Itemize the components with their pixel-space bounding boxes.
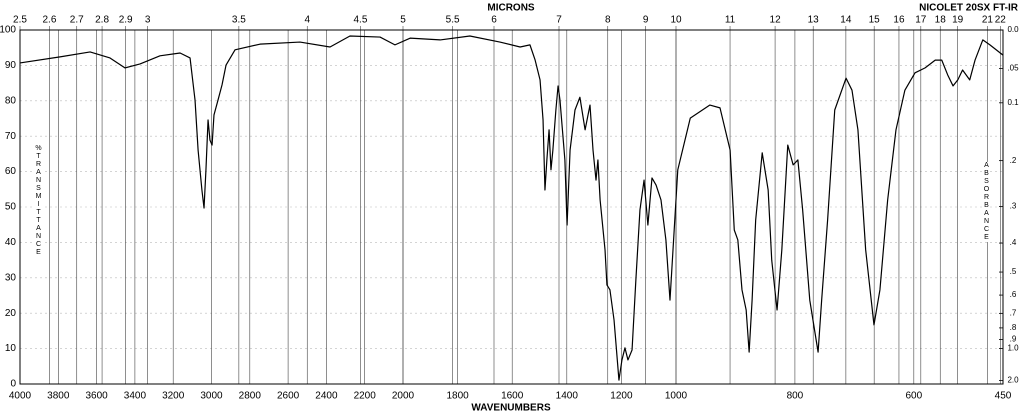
x2-tick-label: 5.5 (446, 15, 460, 26)
x-tick-label: 450 (995, 391, 1012, 402)
y2-tick-label: .05 (1007, 64, 1019, 73)
x-tick-label: 600 (905, 391, 922, 402)
x2-tick-label: 4.5 (353, 15, 367, 26)
x2-tick-label: 2.5 (13, 15, 27, 26)
y-tick-label: 30 (5, 272, 17, 283)
x-tick-label: 2200 (354, 391, 377, 402)
x2-tick-label: 17 (915, 15, 927, 26)
x2-tick-label: 16 (893, 15, 905, 26)
x2-tick-label: 18 (935, 15, 947, 26)
x2-tick-label: 2.8 (95, 15, 109, 26)
y-axis-title: %TRANSMITTANCE (35, 145, 42, 257)
y2-tick-label: 1.0 (1007, 344, 1019, 353)
x2-tick-label: 7 (556, 15, 562, 26)
x-tick-label: 1400 (556, 391, 579, 402)
x2-tick-label: 2.7 (70, 15, 84, 26)
x-tick-label: 1000 (665, 391, 688, 402)
y-tick-label: 60 (5, 166, 17, 177)
x-axis-title: WAVENUMBERS (471, 403, 551, 414)
x2-tick-label: 21 (982, 15, 994, 26)
x-tick-label: 3200 (162, 391, 185, 402)
y-tick-label: 0 (10, 379, 16, 390)
x2-tick-label: 22 (995, 15, 1007, 26)
x2-tick-label: 8 (605, 15, 611, 26)
x2-tick-label: 13 (808, 15, 820, 26)
y-tick-label: 90 (5, 60, 17, 71)
y-tick-label: 50 (5, 202, 17, 213)
x-tick-label: 2600 (277, 391, 300, 402)
x-tick-label: 3000 (200, 391, 223, 402)
x2-tick-label: 3 (145, 15, 151, 26)
y2-tick-label: .6 (1010, 290, 1017, 299)
y2-tick-label: .8 (1010, 323, 1017, 332)
x-tick-label: 1600 (501, 391, 524, 402)
x-tick-label: 3600 (85, 391, 108, 402)
x2-tick-label: 12 (770, 15, 782, 26)
x2-tick-label: 19 (952, 15, 964, 26)
y-tick-label: 70 (5, 131, 17, 142)
x2-tick-label: 6 (491, 15, 497, 26)
y2-tick-label: 0.1 (1007, 98, 1019, 107)
y2-tick-label: 2.0 (1007, 376, 1019, 385)
y2-tick-label: .3 (1010, 202, 1017, 211)
y-tick-label: 80 (5, 95, 17, 106)
x-tick-label: 3800 (47, 391, 70, 402)
x-tick-label: 2400 (315, 391, 338, 402)
y2-axis-title: ABSORBANCE (983, 162, 990, 242)
y2-tick-label: .2 (1010, 156, 1017, 165)
x2-tick-label: 11 (725, 15, 736, 26)
x2-tick-label: 5 (400, 15, 406, 26)
y2-tick-label: .9 (1010, 335, 1017, 344)
x2-tick-label: 2.9 (119, 15, 133, 26)
plot-frame (19, 29, 1004, 385)
x-tick-label: 1800 (446, 391, 469, 402)
y-tick-label: 40 (5, 237, 17, 248)
x2-tick-label: 3.5 (232, 15, 246, 26)
x-tick-label: 2800 (239, 391, 262, 402)
x2-tick-label: 2.6 (43, 15, 57, 26)
y-tick-label: 20 (5, 308, 17, 319)
chart-title: NICOLET 20SX FT-IR (919, 3, 1019, 14)
x-tick-label: 800 (787, 391, 804, 402)
y2-tick-label: 0.0 (1007, 25, 1019, 34)
y-tick-label: 100 (0, 25, 16, 36)
x2-tick-label: 4 (304, 15, 310, 26)
x-tick-label: 3400 (124, 391, 147, 402)
x2-tick-label: 9 (643, 15, 649, 26)
x-tick-label: 2000 (392, 391, 415, 402)
x2-tick-label: 10 (670, 15, 682, 26)
y2-tick-label: .4 (1010, 238, 1017, 247)
x2-axis-title: MICRONS (487, 3, 535, 14)
x-tick-label: 4000 (9, 391, 32, 402)
y2-tick-label: .5 (1010, 267, 1017, 276)
x2-tick-label: 14 (840, 15, 852, 26)
y2-tick-label: .7 (1010, 308, 1017, 317)
x-tick-label: 1200 (610, 391, 633, 402)
spectrum-line (19, 35, 1004, 381)
y-tick-label: 10 (5, 343, 17, 354)
x2-tick-label: 15 (869, 15, 881, 26)
